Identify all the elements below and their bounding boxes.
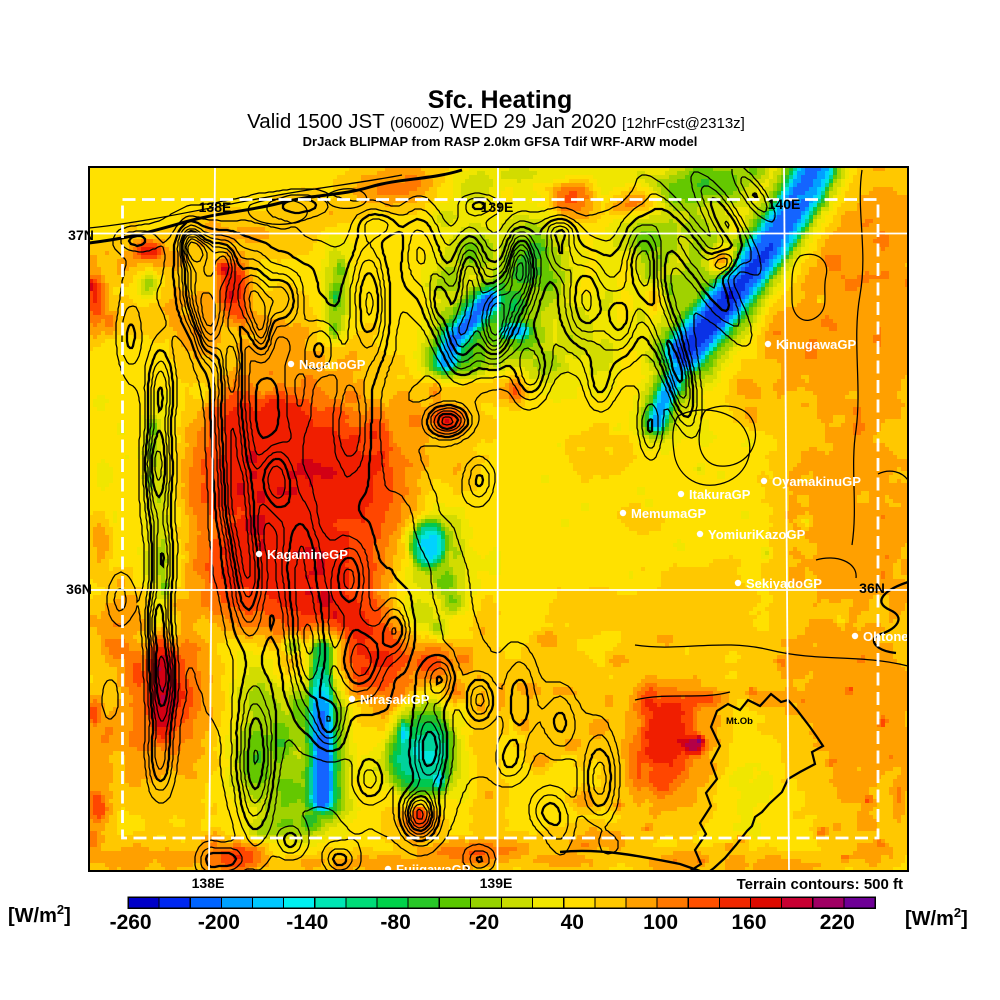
svg-text:YomiuriKazoGP: YomiuriKazoGP <box>708 527 806 542</box>
svg-text:ItakuraGP: ItakuraGP <box>689 487 751 502</box>
svg-text:NaganoGP: NaganoGP <box>299 357 366 372</box>
svg-text:Sfc. Heating: Sfc. Heating <box>428 86 572 114</box>
svg-text:139E: 139E <box>480 875 513 891</box>
svg-text:Valid 1500 JST (0600Z) WED 29: Valid 1500 JST (0600Z) WED 29 Jan 2020 [… <box>247 110 745 133</box>
svg-text:Mt.Ob: Mt.Ob <box>726 716 753 727</box>
svg-text:220: 220 <box>820 911 855 934</box>
svg-text:160: 160 <box>731 911 766 934</box>
svg-text:DrJack BLIPMAP from RASP 2.0km: DrJack BLIPMAP from RASP 2.0km GFSA Tdif… <box>303 134 698 149</box>
svg-text:FujigawaGP: FujigawaGP <box>396 862 471 877</box>
svg-text:140E: 140E <box>768 196 801 212</box>
svg-text:37N: 37N <box>68 227 94 243</box>
svg-text:MemumaGP: MemumaGP <box>631 506 706 521</box>
svg-text:-80: -80 <box>380 911 410 934</box>
svg-text:139E: 139E <box>481 199 514 215</box>
svg-text:OhtoneGP: OhtoneGP <box>863 629 928 644</box>
svg-text:138E: 138E <box>199 199 232 215</box>
svg-text:100: 100 <box>643 911 678 934</box>
svg-text:138E: 138E <box>192 875 225 891</box>
svg-text:40: 40 <box>561 911 584 934</box>
svg-text:Terrain contours: 500 ft: Terrain contours: 500 ft <box>737 876 903 893</box>
svg-text:-20: -20 <box>469 911 499 934</box>
svg-text:KagamineGP: KagamineGP <box>267 547 348 562</box>
svg-text:-200: -200 <box>198 911 240 934</box>
svg-text:36N: 36N <box>66 581 92 597</box>
svg-text:OyamakinuGP: OyamakinuGP <box>772 474 861 489</box>
svg-text:KinugawaGP: KinugawaGP <box>776 337 857 352</box>
svg-text:SekiyadoGP: SekiyadoGP <box>746 576 822 591</box>
svg-text:-140: -140 <box>286 911 328 934</box>
svg-text:NirasakiGP: NirasakiGP <box>360 692 430 707</box>
svg-text:36N: 36N <box>859 580 885 596</box>
svg-text:-260: -260 <box>110 911 152 934</box>
